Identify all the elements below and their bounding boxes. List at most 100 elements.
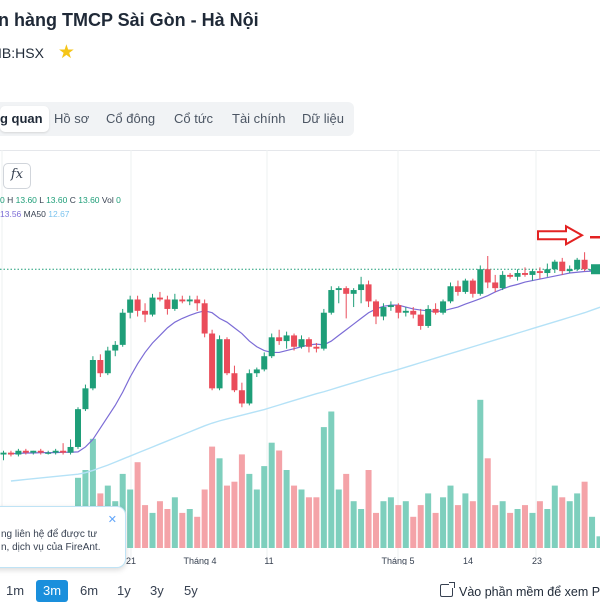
tab-overview[interactable]: g quan <box>0 106 49 132</box>
candle-body <box>112 345 118 351</box>
range-6m-button[interactable]: 6m <box>80 580 102 602</box>
volume-bar <box>440 497 446 548</box>
indicator-fx-button[interactable]: fx <box>3 163 31 189</box>
candle-body <box>522 273 528 275</box>
candle-body <box>403 311 409 313</box>
candle-body <box>328 290 334 313</box>
candle-body <box>552 262 558 270</box>
volume-bar <box>239 454 245 548</box>
tab-data[interactable]: Dữ liệu <box>302 106 344 132</box>
volume-bar <box>336 490 342 549</box>
legend-ma50: 12.67 <box>48 209 69 219</box>
range-1m-button[interactable]: 1m <box>6 580 26 602</box>
candle-body <box>68 447 74 453</box>
volume-bar <box>351 501 357 548</box>
volume-bar <box>425 493 431 548</box>
volume-bar <box>507 513 513 548</box>
tab-shareholders[interactable]: Cổ đông <box>106 106 155 132</box>
star-icon[interactable]: ★ <box>58 43 75 62</box>
candle-body <box>492 282 498 288</box>
x-tick-label: Tháng 4 <box>183 556 216 565</box>
candle-body <box>164 299 170 308</box>
candle-body <box>291 335 297 346</box>
volume-bar <box>135 462 141 548</box>
candle-body <box>395 305 401 313</box>
candle-body <box>500 275 506 288</box>
volume-bar <box>187 509 193 548</box>
close-icon[interactable]: ✕ <box>108 513 117 526</box>
volume-bar <box>433 513 439 548</box>
candle-body <box>187 299 193 301</box>
candle-body <box>515 273 521 277</box>
legend-ma: 13.56 <box>0 209 21 219</box>
candle-body <box>574 260 580 269</box>
candle-body <box>82 388 88 409</box>
volume-bar <box>567 501 573 548</box>
volume-bar <box>529 513 535 548</box>
volume-bar <box>559 497 565 548</box>
volume-bar <box>261 466 267 548</box>
volume-bar <box>313 497 319 548</box>
volume-bar <box>410 517 416 548</box>
candle-body <box>60 451 66 453</box>
volume-bar <box>209 447 215 548</box>
volume-bar <box>492 505 498 548</box>
candle-body <box>209 334 215 389</box>
legend-low: 13.60 <box>46 195 67 205</box>
volume-bar <box>194 517 200 548</box>
volume-bar <box>403 501 409 548</box>
volume-bar <box>246 474 252 548</box>
range-3y-button[interactable]: 3y <box>150 580 168 602</box>
tab-profile[interactable]: Hồ sơ <box>54 106 89 132</box>
volume-bar <box>515 509 521 548</box>
candle-body <box>477 269 483 294</box>
volume-bar <box>448 486 454 548</box>
candle-body <box>306 339 312 347</box>
volume-bar <box>552 486 558 548</box>
candle-body <box>537 271 543 273</box>
volume-bar <box>284 470 290 548</box>
volume-bar <box>343 474 349 548</box>
volume-bar <box>321 427 327 548</box>
price-marker <box>591 264 600 274</box>
candle-body <box>150 298 156 315</box>
candle-body <box>448 286 454 301</box>
candle-body <box>529 271 535 275</box>
volume-bar <box>202 490 208 549</box>
open-software-link[interactable]: Vào phần mềm để xem PT <box>440 584 600 599</box>
legend-high: 13.60 <box>16 195 37 205</box>
range-1y-button[interactable]: 1y <box>117 580 135 602</box>
volume-bar <box>306 497 312 548</box>
candle-body <box>380 307 386 316</box>
candle-body <box>157 298 163 300</box>
volume-bar <box>477 400 483 548</box>
tab-dividends[interactable]: Cổ tức <box>174 106 213 132</box>
candle-body <box>179 299 185 301</box>
candle-body <box>127 299 133 312</box>
volume-bar <box>224 486 230 548</box>
volume-bar <box>291 486 297 548</box>
volume-bar <box>254 490 260 549</box>
candle-body <box>507 275 513 277</box>
candle-body <box>284 335 290 341</box>
ohlc-legend: 0 H 13.60 L 13.60 C 13.60 Vol 0 <box>0 195 121 205</box>
candle-body <box>418 315 424 326</box>
ma-legend: 13.56 MA50 12.67 <box>0 209 70 219</box>
candle-body <box>433 309 439 313</box>
tab-financials[interactable]: Tài chính <box>232 106 285 132</box>
volume-bar <box>328 412 334 549</box>
range-3m-button[interactable]: 3m <box>36 580 68 602</box>
candle-body <box>276 337 282 341</box>
candle-body <box>231 373 237 390</box>
volume-bar <box>574 493 580 548</box>
x-tick-label: 11 <box>264 556 273 565</box>
volume-bar <box>388 497 394 548</box>
candle-body <box>239 390 245 403</box>
candle-body <box>321 313 327 349</box>
candle-body <box>299 339 305 347</box>
range-5y-button[interactable]: 5y <box>184 580 202 602</box>
volume-bar <box>172 497 178 548</box>
contact-toast: ✕ ng liên hệ để được tư n, dịch vụ của F… <box>0 506 126 568</box>
volume-bar <box>418 505 424 548</box>
